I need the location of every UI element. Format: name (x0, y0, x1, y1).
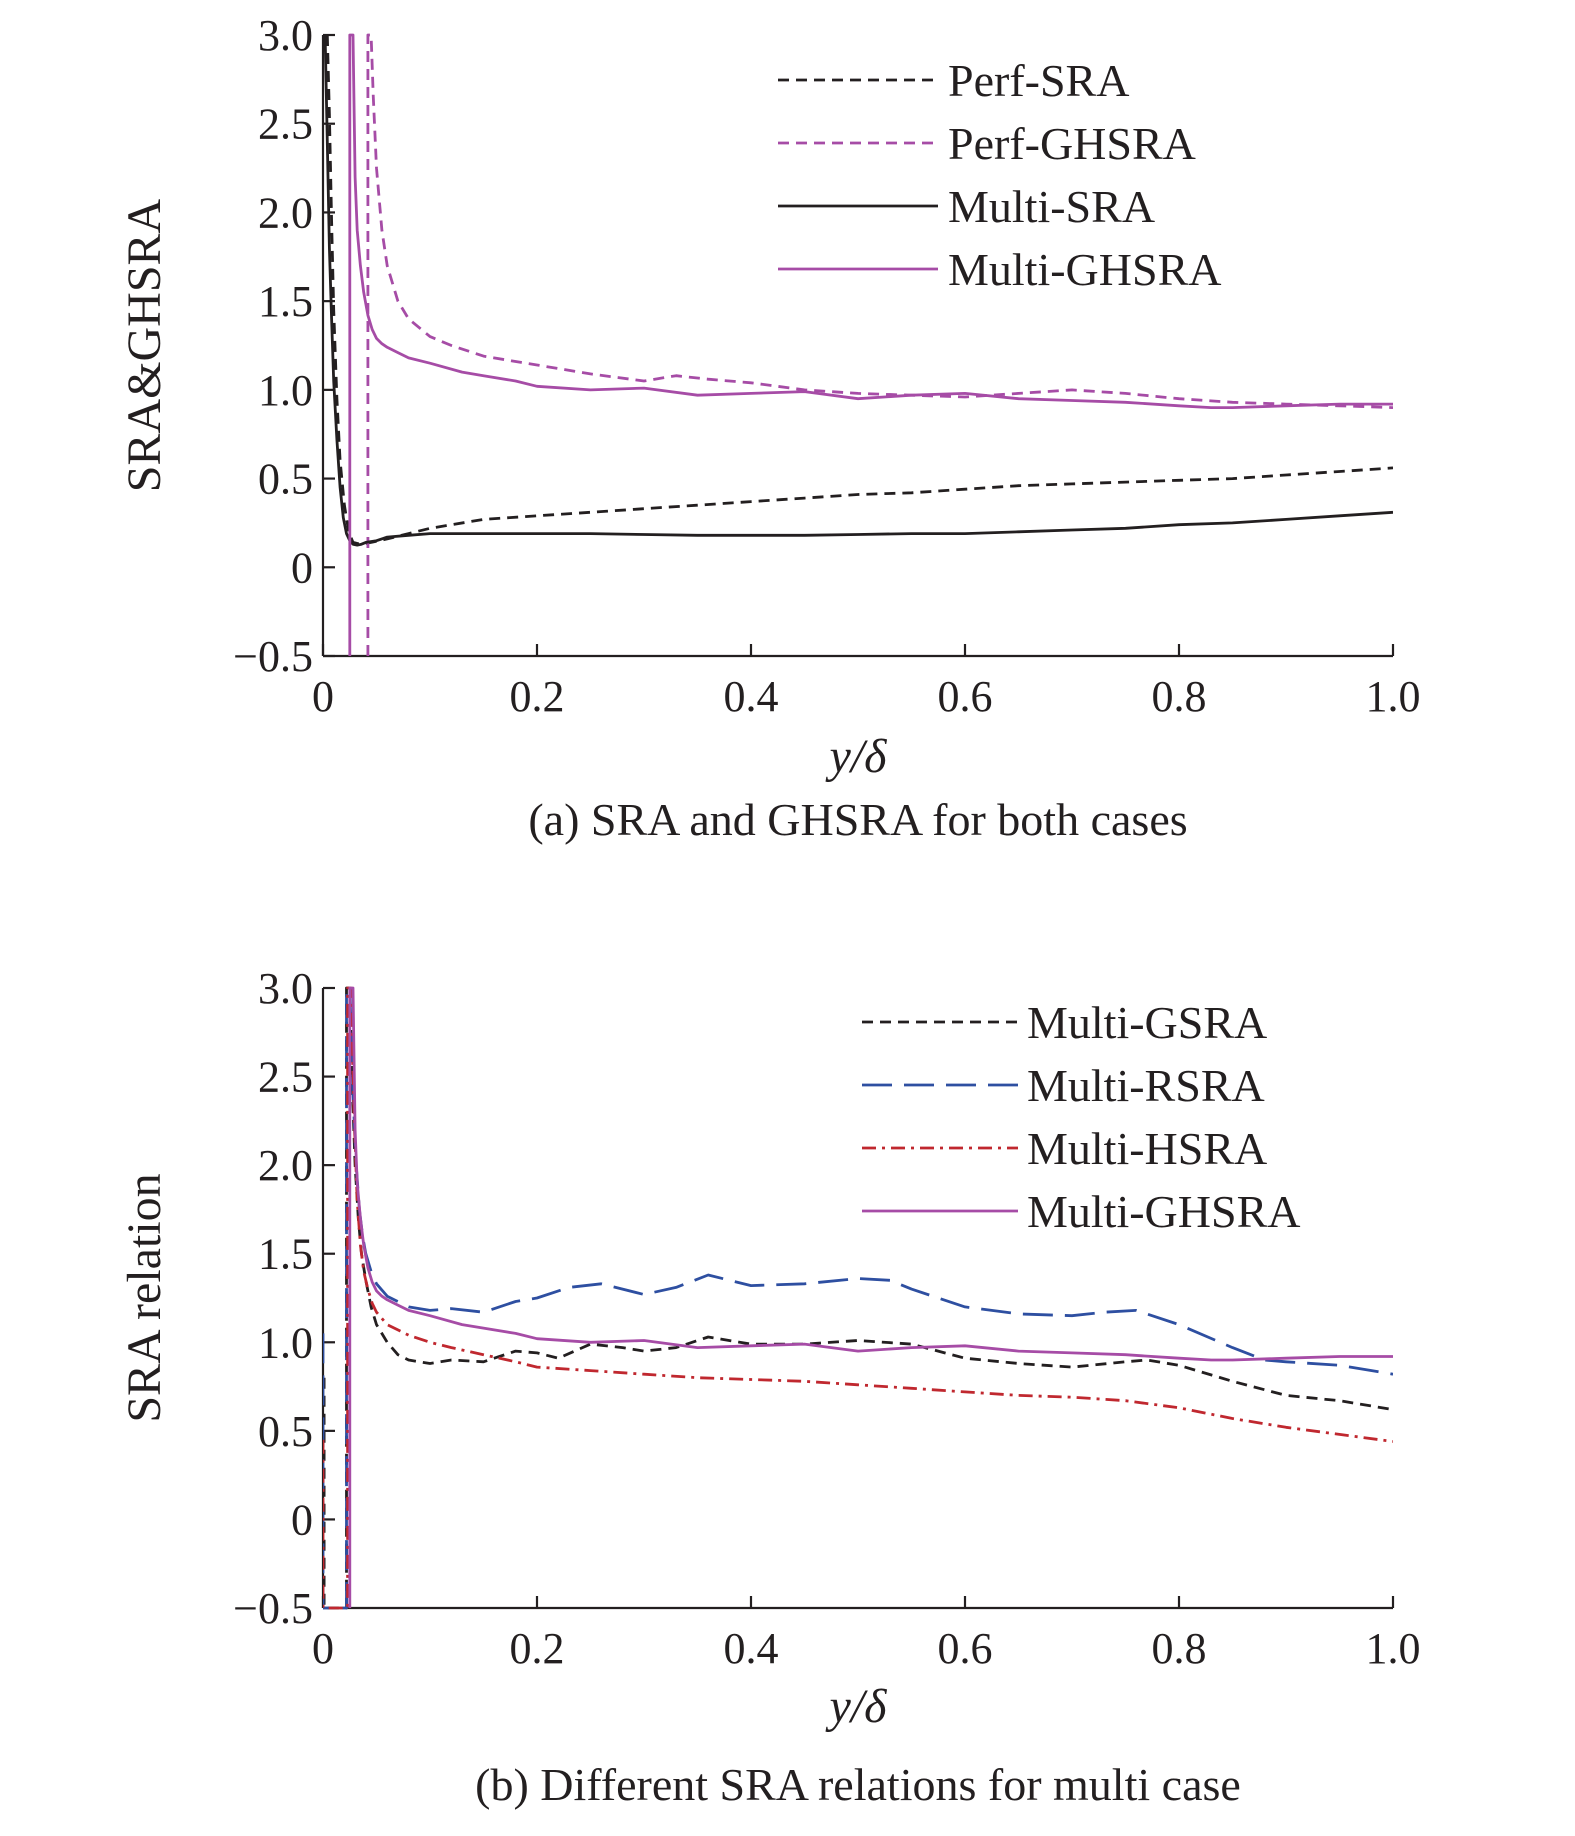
y-tick-label-b: 0.5 (258, 1407, 313, 1456)
y-tick-label-a: 2.5 (258, 100, 313, 149)
y-tick-label-b: −0.5 (233, 1584, 313, 1633)
y-tick-label-b: 1.5 (258, 1230, 313, 1279)
series-line-multi-gsra-b (323, 986, 1393, 1610)
y-tick-label-b: 2.5 (258, 1053, 313, 1102)
x-tick-label-b: 1.0 (1366, 1624, 1421, 1673)
y-tick-label-a: 2.0 (258, 188, 313, 237)
y-tick-label-b: 2.0 (258, 1141, 313, 1190)
y-tick-label-b: 0 (291, 1495, 313, 1544)
x-tick-label-a: 0.4 (724, 672, 779, 721)
legend-label-multi-sra: Multi-SRA (948, 181, 1155, 232)
y-tick-label-a: 3.0 (258, 11, 313, 60)
x-tick-label-b: 0 (312, 1624, 334, 1673)
plot-area-b (323, 986, 1393, 1610)
chart-a: −0.500.51.01.52.02.53.00 0.2 0.4 0.6 0.8 1.0y… (118, 11, 1421, 845)
series-line-perf-ghsra-a (366, 33, 1393, 656)
x-tick-label-b: 0.4 (724, 1624, 779, 1673)
series-line-perf-sra-a (325, 34, 1393, 546)
x-tick-label-a: 1.0 (1366, 672, 1421, 721)
legend-a: Perf-SRA Perf-GHSRA Multi-SRA Multi-GHSRA (778, 55, 1221, 295)
y-tick-label-a: −0.5 (233, 632, 313, 681)
x-tick-label-a: 0.6 (938, 672, 993, 721)
series-line-multi-ghsra-b (348, 986, 1393, 1608)
x-tick-label-b: 0.8 (1152, 1624, 1207, 1673)
y-axis-label-b: SRA relation (118, 1173, 171, 1422)
x-axis-label-a: y/δ (825, 730, 888, 783)
caption-a: (a) SRA and GHSRA for both cases (528, 794, 1187, 845)
y-tick-label-a: 0 (291, 543, 313, 592)
legend-label-multi-rsra: Multi-RSRA (1027, 1060, 1265, 1111)
x-tick-label-b: 0.6 (938, 1624, 993, 1673)
x-tick-label-a: 0.2 (510, 672, 565, 721)
legend-label-perf-sra: Perf-SRA (948, 55, 1129, 106)
y-tick-label-a: 1.5 (258, 277, 313, 326)
y-tick-label-a: 0.5 (258, 455, 313, 504)
legend-b: Multi-GSRA Multi-RSRA Multi-HSRA Multi-GHSR… (862, 997, 1300, 1237)
legend-label-perf-ghsra: Perf-GHSRA (948, 118, 1196, 169)
series-line-multi-sra-a (323, 34, 1393, 547)
y-axis-label-a: SRA&GHSRA (118, 198, 171, 492)
x-tick-label-a: 0 (312, 672, 334, 721)
series-line-multi-ghsra-a (348, 33, 1393, 656)
x-axis-label-b: y/δ (825, 1680, 888, 1733)
y-tick-label-a: 1.0 (258, 366, 313, 415)
chart-b: −0.500.51.01.52.02.53.00 0.2 0.4 0.6 0.8 1.0y… (118, 964, 1421, 1810)
caption-b: (b) Different SRA relations for multi ca… (475, 1759, 1241, 1810)
legend-label-multi-gsra: Multi-GSRA (1027, 997, 1267, 1048)
legend-label-multi-ghsra: Multi-GHSRA (1027, 1186, 1300, 1237)
y-tick-label-b: 3.0 (258, 964, 313, 1013)
legend-label-multi-ghsra: Multi-GHSRA (948, 244, 1221, 295)
y-tick-label-b: 1.0 (258, 1318, 313, 1367)
plot-area-a (323, 33, 1393, 656)
x-tick-label-b: 0.2 (510, 1624, 565, 1673)
legend-label-multi-hsra: Multi-HSRA (1027, 1123, 1267, 1174)
x-tick-label-a: 0.8 (1152, 672, 1207, 721)
